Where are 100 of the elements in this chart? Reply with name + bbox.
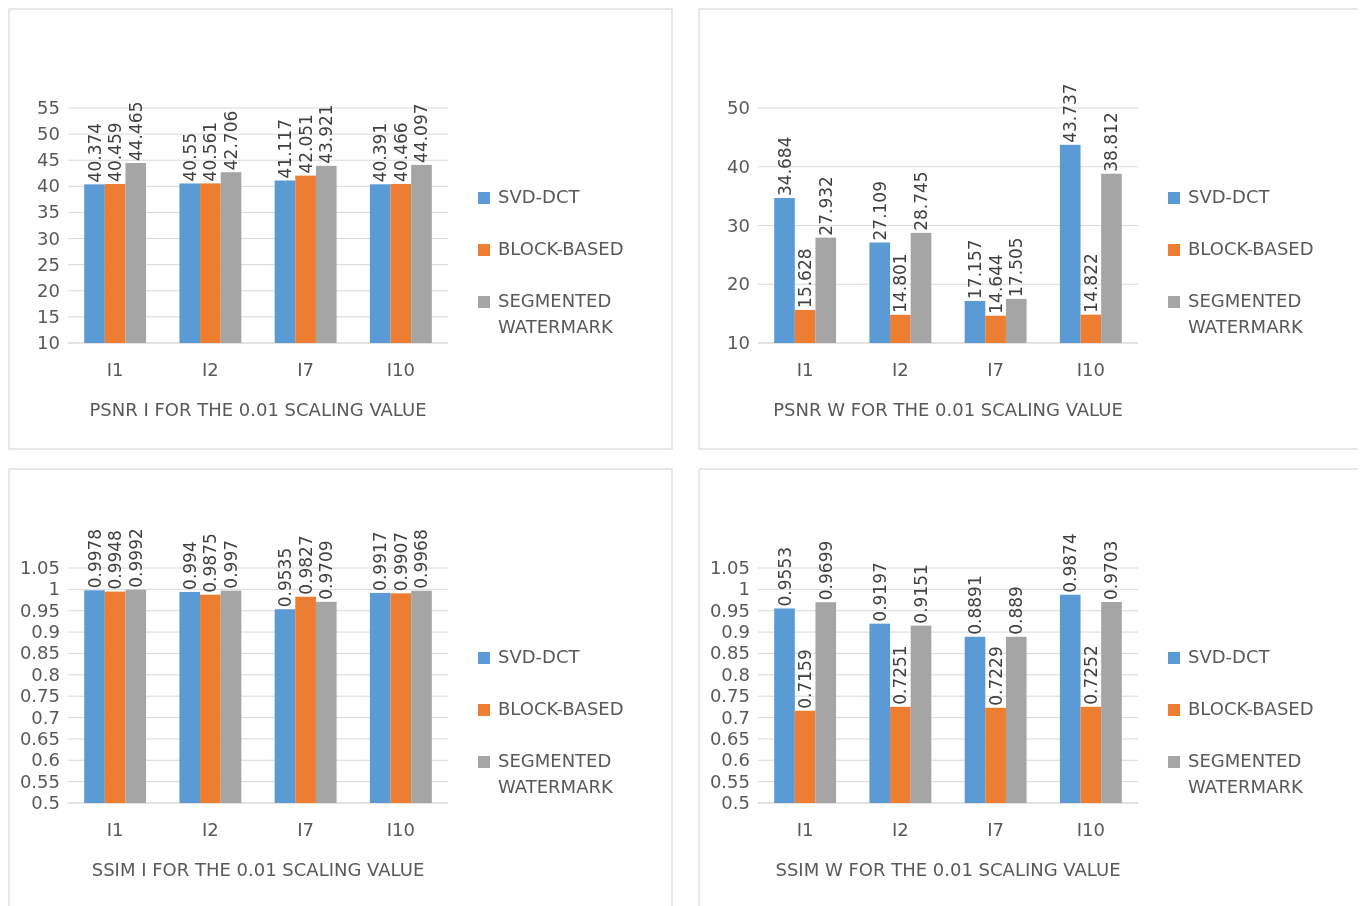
x-tick-label: I7 <box>297 359 314 380</box>
data-label: 40.459 <box>105 122 126 182</box>
y-tick-label: 0.95 <box>19 599 60 621</box>
data-label: 0.9992 <box>125 528 146 588</box>
x-tick-label: I1 <box>106 359 124 380</box>
legend-label: SEGMENTED WATERMARK <box>498 290 614 337</box>
x-tick-label: I10 <box>386 819 415 840</box>
y-tick-label: 0.55 <box>709 770 750 792</box>
data-label: 0.994 <box>179 541 200 590</box>
y-tick-label: 0.85 <box>709 642 750 664</box>
data-label: 41.117 <box>274 119 295 179</box>
data-label: 0.9151 <box>911 564 932 624</box>
y-tick-label: 30 <box>37 227 60 249</box>
legend-label: SVD-DCT <box>498 646 581 667</box>
y-tick-label: 35 <box>37 201 60 223</box>
data-label: 38.812 <box>1101 112 1122 172</box>
data-label: 0.997 <box>221 539 242 589</box>
x-tick-label: I7 <box>987 819 1004 840</box>
y-tick-label: 15 <box>37 305 60 327</box>
legend-label: SVD-DCT <box>1188 646 1271 667</box>
data-label: 0.9535 <box>274 547 295 608</box>
data-label: 0.9874 <box>1060 533 1081 593</box>
data-label: 14.644 <box>985 254 1006 314</box>
y-tick-label: 0.65 <box>709 727 750 749</box>
data-label: 43.921 <box>316 104 337 164</box>
x-tick-label: I1 <box>796 359 814 380</box>
y-tick-label: 1.05 <box>19 557 60 578</box>
y-tick-label: 1 <box>48 578 60 600</box>
y-tick-label: 20 <box>37 279 60 301</box>
data-label: 17.157 <box>964 239 985 299</box>
legend-label: SVD-DCT <box>498 186 581 207</box>
x-tick-label: I10 <box>1076 819 1105 840</box>
y-tick-label: 0.9 <box>721 621 750 643</box>
y-tick-label: 0.7 <box>721 706 750 728</box>
y-tick-label: 0.5 <box>31 792 60 813</box>
y-tick-label: 0.8 <box>721 663 750 685</box>
y-tick-label: 40 <box>37 175 60 197</box>
legend-label: BLOCK-BASED <box>1188 698 1314 719</box>
data-label: 0.7252 <box>1080 645 1101 705</box>
y-tick-label: 0.5 <box>721 792 750 813</box>
x-axis-title: PSNR I FOR THE 0.01 SCALING VALUE <box>89 399 427 420</box>
y-tick-label: 0.55 <box>19 770 60 792</box>
x-tick-label: I2 <box>202 359 219 380</box>
data-label: 14.801 <box>890 253 911 313</box>
data-label: 0.9703 <box>1101 540 1122 601</box>
data-label: 0.9875 <box>200 533 221 593</box>
y-tick-label: 0.9 <box>31 621 60 643</box>
x-axis-title: PSNR W FOR THE 0.01 SCALING VALUE <box>773 399 1123 420</box>
data-label: 0.8891 <box>964 575 985 635</box>
y-tick-label: 0.85 <box>19 642 60 664</box>
legend-label: SEGMENTED WATERMARK <box>1188 290 1304 337</box>
y-tick-label: 1.05 <box>709 557 750 578</box>
y-tick-label: 0.75 <box>709 685 750 707</box>
data-label: 40.561 <box>200 121 221 182</box>
y-tick-label: 0.7 <box>31 706 60 728</box>
data-label: 0.9968 <box>411 529 432 589</box>
x-tick-label: I2 <box>892 359 909 380</box>
data-label: 27.932 <box>815 176 836 236</box>
x-tick-label: I1 <box>796 819 814 840</box>
data-label: 27.109 <box>869 181 890 241</box>
y-tick-label: 55 <box>37 97 60 118</box>
data-label: 0.7251 <box>890 645 911 705</box>
x-tick-label: I2 <box>892 819 909 840</box>
data-label: 0.7159 <box>795 649 816 709</box>
data-label: 0.9709 <box>316 540 337 600</box>
y-tick-label: 10 <box>727 332 750 353</box>
data-label: 42.051 <box>295 114 316 174</box>
x-axis-title: SSIM I FOR THE 0.01 SCALING VALUE <box>91 859 425 880</box>
legend-label: BLOCK-BASED <box>1188 238 1314 259</box>
data-label: 0.9699 <box>815 540 836 601</box>
data-label: 0.7229 <box>985 646 1006 706</box>
x-tick-label: I10 <box>386 359 415 380</box>
y-tick-label: 30 <box>727 214 750 236</box>
data-label: 40.374 <box>84 122 105 183</box>
data-label: 42.706 <box>221 110 242 171</box>
data-label: 34.684 <box>774 136 795 196</box>
data-label: 0.9978 <box>84 528 105 589</box>
data-label: 0.9917 <box>370 531 391 591</box>
data-label: 40.466 <box>390 122 411 182</box>
data-label: 44.465 <box>125 101 146 162</box>
y-tick-label: 50 <box>727 97 750 118</box>
y-tick-label: 1 <box>738 578 750 600</box>
y-tick-label: 50 <box>37 123 60 145</box>
data-label: 0.9907 <box>390 531 411 592</box>
x-tick-label: I7 <box>297 819 314 840</box>
y-tick-label: 10 <box>37 332 60 353</box>
legend-label: BLOCK-BASED <box>498 238 624 259</box>
y-tick-label: 40 <box>727 155 750 177</box>
x-tick-label: I7 <box>987 359 1004 380</box>
y-tick-label: 25 <box>37 253 60 275</box>
data-label: 43.737 <box>1060 83 1081 143</box>
y-tick-label: 0.95 <box>709 599 750 621</box>
data-label: 15.628 <box>795 248 816 308</box>
x-tick-label: I1 <box>106 819 124 840</box>
data-label: 40.391 <box>370 122 391 183</box>
y-tick-label: 0.8 <box>31 663 60 685</box>
legend-label: BLOCK-BASED <box>498 698 624 719</box>
legend-label: SVD-DCT <box>1188 186 1271 207</box>
x-tick-label: I10 <box>1076 359 1105 380</box>
y-tick-label: 0.65 <box>19 727 60 749</box>
